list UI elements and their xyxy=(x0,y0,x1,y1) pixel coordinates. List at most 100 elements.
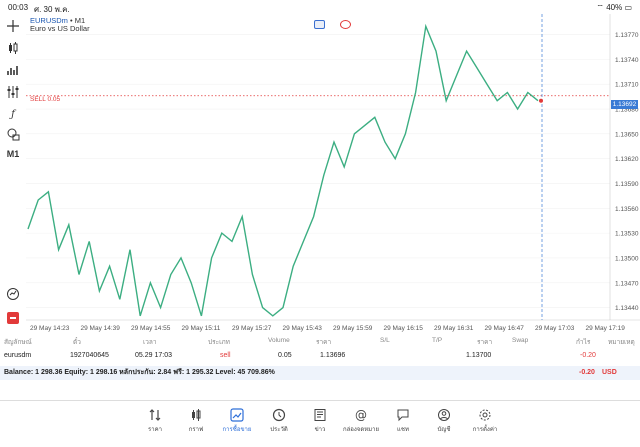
col-type: ประเภท xyxy=(208,339,230,346)
tab-history[interactable]: ประวัติ xyxy=(257,408,301,434)
position-row[interactable]: eurusdm 1927040645 05.29 17:03 sell 0.05… xyxy=(0,352,640,364)
tab-label: กราฟ xyxy=(188,427,204,433)
candlestick-icon xyxy=(192,409,201,421)
x-tick-label: 29 May 17:03 xyxy=(535,325,575,332)
y-tick-label: 1.13770 xyxy=(615,32,639,39)
cell-type: sell xyxy=(220,352,231,359)
chart-svg: 1.13770 1.13740 1.13710 1.13680 1.13650 1.136… xyxy=(26,14,640,332)
symbol-name: EURUSDm xyxy=(30,16,68,25)
tab-label: ประวัติ xyxy=(270,427,288,433)
chart-toolbar: ƒ M1 xyxy=(0,14,26,334)
symbol-title[interactable]: EURUSDm • M1 xyxy=(30,16,85,25)
price-series-line xyxy=(27,23,539,317)
tab-label: แชท xyxy=(397,427,409,433)
tab-settings[interactable]: การตั้งค่า xyxy=(463,408,507,434)
chat-icon xyxy=(397,409,409,422)
candlestick-type-icon[interactable] xyxy=(5,40,21,56)
indicators-icon[interactable] xyxy=(5,62,21,78)
mail-icon: @ xyxy=(355,408,367,422)
one-click-sell-icon[interactable] xyxy=(314,20,325,29)
cell-volume: 0.05 xyxy=(278,352,292,359)
status-date: ศ. 30 พ.ค. xyxy=(34,5,70,14)
broker-logo-icon[interactable] xyxy=(5,310,21,326)
status-bar: 00:03 ศ. 30 พ.ค. ⌔ 40% ▭ xyxy=(0,0,640,14)
y-tick-label: 1.13440 xyxy=(615,305,639,312)
x-tick-label: 29 May 14:55 xyxy=(131,325,171,332)
function-icon[interactable]: ƒ xyxy=(11,108,15,120)
x-tick-label: 29 May 16:47 xyxy=(485,325,525,332)
y-tick-label: 1.13650 xyxy=(615,131,639,138)
balance-text: Balance: 1 298.36 Equity: 1 298.16 หลักป… xyxy=(4,369,275,376)
col-profit: กำไร xyxy=(576,339,591,346)
col-sl: S/L xyxy=(380,337,390,344)
news-icon xyxy=(314,409,326,421)
cell-ticket: 1927040645 xyxy=(70,352,109,359)
x-tick-label: 29 May 16:15 xyxy=(384,325,424,332)
col-volume: Volume xyxy=(268,337,290,344)
tab-label: บัญชี xyxy=(437,427,451,433)
svg-text:@: @ xyxy=(355,408,367,422)
y-tick-label: 1.13740 xyxy=(615,57,639,64)
y-tick-label: 1.13590 xyxy=(615,181,639,188)
sell-line-label: SELL 0.05 xyxy=(30,96,61,103)
price-chart[interactable]: 1.13770 1.13740 1.13710 1.13680 1.13650 1.136… xyxy=(26,14,640,334)
crosshair-icon[interactable] xyxy=(5,18,21,34)
current-price-tag: 1.13692 xyxy=(611,100,638,109)
x-tick-label: 29 May 14:23 xyxy=(30,325,70,332)
battery-icon: ▭ xyxy=(624,3,632,12)
trade-chart-icon xyxy=(230,408,244,422)
balance-bar: Balance: 1 298.36 Equity: 1 298.16 หลักป… xyxy=(0,366,640,380)
tab-account[interactable]: บัญชี xyxy=(422,408,466,434)
last-price-marker xyxy=(539,98,543,103)
y-tick-label: 1.13710 xyxy=(615,82,639,89)
settings-sliders-icon[interactable] xyxy=(5,84,21,100)
y-tick-label: 1.13530 xyxy=(615,231,639,238)
col-price: ราคา xyxy=(477,339,493,346)
tab-trade[interactable]: การซื้อขาย xyxy=(215,408,259,434)
battery-percent: 40% xyxy=(606,3,623,12)
cell-time: 05.29 17:03 xyxy=(135,352,172,359)
tab-label: กล่องจดหมาย xyxy=(342,427,380,433)
updown-arrows-icon xyxy=(149,409,161,421)
tab-label: ราคา xyxy=(148,427,162,433)
col-swap: Swap xyxy=(512,337,529,344)
x-tick-label: 29 May 15:59 xyxy=(333,325,373,332)
y-tick-label: 1.13560 xyxy=(615,206,639,213)
total-profit: -0.20 xyxy=(579,369,595,376)
tab-label: การซื้อขาย xyxy=(222,427,252,433)
one-click-buy-icon[interactable] xyxy=(340,20,351,29)
tab-mailbox[interactable]: @ กล่องจดหมาย xyxy=(339,408,383,434)
account-currency: USD xyxy=(602,369,617,376)
tab-chart[interactable]: กราฟ xyxy=(174,408,218,434)
y-tick-label: 1.13500 xyxy=(615,255,639,262)
col-time: เวลา xyxy=(143,339,157,346)
y-tick-label: 1.13620 xyxy=(615,156,639,163)
x-tick-label: 29 May 15:11 xyxy=(182,325,221,332)
timeframe-button[interactable]: M1 xyxy=(6,149,20,159)
tab-quotes[interactable]: ราคา xyxy=(133,408,177,434)
cell-price: 1.13700 xyxy=(466,352,492,359)
objects-icon[interactable] xyxy=(5,126,21,142)
x-tick-label: 29 May 14:39 xyxy=(81,325,121,332)
tab-news[interactable]: ข่าว xyxy=(298,408,342,434)
bottom-tab-bar: ราคา กราฟ การซื้อขาย ประวัติ ข่าว @ กล่อ… xyxy=(0,400,640,447)
y-tick-label: 1.13470 xyxy=(615,280,639,287)
col-comment: หมายเหตุ xyxy=(608,339,635,346)
col-ticket: ตั๋ว xyxy=(73,339,81,346)
x-tick-label: 29 May 15:43 xyxy=(283,325,323,332)
wifi-icon: ⌔ xyxy=(596,3,604,12)
col-tp: T/P xyxy=(432,337,443,344)
cell-symbol: eurusdm xyxy=(4,352,32,359)
tab-label: ข่าว xyxy=(314,427,326,433)
account-icon xyxy=(438,409,450,421)
col-symbol: สัญลักษณ์ xyxy=(4,339,32,346)
cell-profit: -0.20 xyxy=(580,352,596,359)
status-right: ⌔ 40% ▭ xyxy=(596,3,632,13)
x-tick-label: 29 May 16:31 xyxy=(434,325,474,332)
tab-chat[interactable]: แชท xyxy=(381,408,425,434)
positions-table-header: สัญลักษณ์ ตั๋ว เวลา ประเภท Volume ราคา S… xyxy=(0,337,640,349)
zoom-icon[interactable] xyxy=(5,286,21,302)
history-icon xyxy=(272,408,286,422)
settings-icon xyxy=(479,409,491,421)
symbol-timeframe: M1 xyxy=(74,16,86,25)
